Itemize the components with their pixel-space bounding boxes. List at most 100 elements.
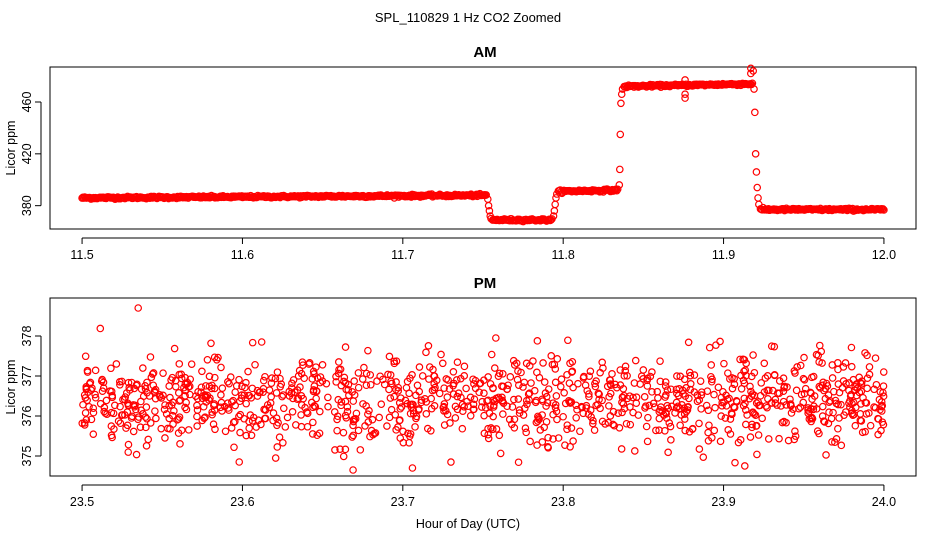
pm-data-point bbox=[349, 466, 357, 474]
pm-data-point bbox=[148, 370, 157, 378]
pm-data-point bbox=[782, 401, 791, 409]
pm-data-point bbox=[601, 420, 609, 428]
pm-data-point bbox=[554, 434, 563, 442]
pm-data-point bbox=[661, 426, 669, 435]
pm-data-point bbox=[487, 424, 495, 432]
pm-data-point bbox=[227, 424, 236, 432]
pm-data-point bbox=[850, 410, 858, 419]
pm-data-point bbox=[91, 390, 99, 399]
pm-data-point bbox=[763, 403, 771, 412]
pm-data-point bbox=[141, 384, 150, 393]
pm-data-point bbox=[539, 359, 547, 367]
am-transition-point bbox=[751, 150, 760, 158]
pm-data-point bbox=[182, 405, 191, 414]
pm-data-point bbox=[863, 384, 871, 393]
pm-data-point bbox=[795, 404, 803, 413]
pm-data-point bbox=[566, 442, 574, 451]
pm-y-tick-label: 378 bbox=[20, 326, 34, 347]
pm-data-point bbox=[288, 407, 297, 416]
pm-data-point bbox=[879, 368, 888, 376]
pm-data-point bbox=[252, 423, 261, 431]
pm-data-point bbox=[345, 391, 353, 400]
pm-data-point bbox=[396, 404, 405, 413]
pm-data-point bbox=[495, 369, 504, 378]
pm-data-point bbox=[279, 404, 288, 413]
am-transition-point bbox=[755, 200, 763, 209]
pm-data-point bbox=[390, 392, 398, 401]
am-y-axis: 380 420 460 bbox=[20, 92, 42, 216]
pm-data-point bbox=[812, 405, 821, 413]
pm-data-point bbox=[174, 389, 183, 397]
pm-data-point bbox=[151, 385, 160, 394]
pm-data-point bbox=[305, 360, 313, 368]
pm-data-point bbox=[686, 371, 695, 380]
pm-data-point bbox=[339, 452, 348, 461]
am-y-tick-label: 460 bbox=[20, 92, 34, 113]
pm-data-point bbox=[144, 435, 153, 444]
pm-data-point bbox=[308, 430, 317, 438]
pm-data-point bbox=[437, 350, 445, 359]
pm-data-point bbox=[181, 392, 189, 400]
pm-data-point bbox=[752, 422, 760, 430]
pm-data-point bbox=[674, 402, 682, 411]
pm-data-point bbox=[672, 398, 681, 407]
pm-data-point bbox=[822, 379, 831, 388]
am-transition-point bbox=[618, 85, 627, 93]
pm-data-point bbox=[708, 433, 716, 442]
pm-data-point bbox=[576, 427, 584, 436]
pm-data-point bbox=[165, 382, 173, 390]
pm-data-point bbox=[265, 386, 274, 394]
pm-data-point bbox=[423, 424, 432, 433]
pm-data-point bbox=[780, 417, 788, 426]
pm-data-point bbox=[632, 399, 641, 408]
pm-data-point bbox=[274, 418, 282, 427]
pm-data-point bbox=[598, 396, 606, 405]
pm-data-point bbox=[201, 393, 210, 402]
am-panel-title: AM bbox=[473, 44, 496, 61]
pm-data-point bbox=[435, 389, 444, 398]
pm-data-point bbox=[510, 361, 519, 369]
pm-data-point bbox=[815, 341, 824, 350]
pm-data-point bbox=[193, 412, 201, 421]
pm-data-point bbox=[354, 383, 363, 392]
pm-data-point bbox=[664, 448, 672, 457]
pm-data-point bbox=[249, 413, 258, 422]
pm-data-point bbox=[414, 406, 423, 414]
pm-data-point bbox=[340, 373, 349, 382]
pm-data-point bbox=[642, 422, 651, 431]
pm-data-point bbox=[333, 426, 341, 435]
am-transition-point bbox=[485, 207, 494, 215]
pm-data-point bbox=[710, 426, 719, 435]
pm-data-point bbox=[533, 441, 541, 449]
pm-data-point bbox=[312, 363, 320, 371]
pm-data-point bbox=[560, 388, 568, 397]
pm-data-point bbox=[656, 406, 664, 414]
pm-data-point bbox=[401, 396, 410, 405]
pm-data-point bbox=[695, 419, 703, 428]
pm-data-point bbox=[83, 366, 92, 375]
pm-data-point bbox=[819, 378, 827, 387]
pm-data-point bbox=[697, 405, 705, 413]
am-outlier-point bbox=[681, 76, 689, 84]
pm-data-point bbox=[818, 402, 827, 411]
pm-data-point bbox=[160, 405, 169, 414]
pm-data-point bbox=[424, 341, 433, 350]
pm-data-point bbox=[364, 418, 373, 426]
pm-data-point bbox=[544, 433, 552, 442]
pm-data-point bbox=[544, 385, 553, 393]
pm-data-point bbox=[272, 414, 281, 423]
pm-data-point bbox=[792, 386, 801, 395]
pm-data-point bbox=[272, 389, 281, 397]
pm-data-point bbox=[463, 397, 471, 406]
pm-data-point bbox=[536, 426, 545, 434]
pm-data-point bbox=[711, 403, 719, 412]
pm-data-point bbox=[662, 391, 670, 399]
pm-data-point bbox=[764, 395, 772, 403]
pm-data-point bbox=[279, 438, 287, 447]
pm-y-tick-label: 377 bbox=[20, 366, 34, 387]
pm-data-point bbox=[489, 412, 497, 421]
pm-data-point bbox=[366, 432, 374, 441]
pm-data-point bbox=[753, 450, 761, 459]
pm-data-point bbox=[313, 431, 321, 440]
pm-data-point bbox=[629, 408, 637, 417]
